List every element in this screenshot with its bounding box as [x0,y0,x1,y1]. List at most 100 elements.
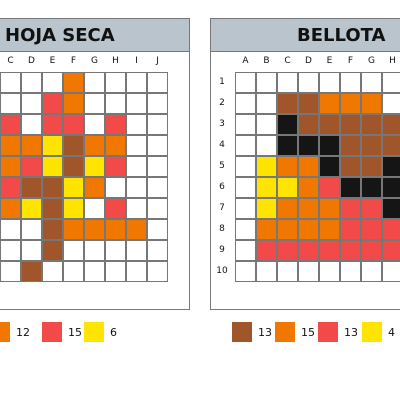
right-cell-G3[interactable] [361,114,382,135]
left-cell-H3[interactable] [105,114,126,135]
right-cell-C9[interactable] [277,240,298,261]
right-cell-F6[interactable] [340,177,361,198]
left-cell-C5[interactable] [0,156,21,177]
right-cell-E7[interactable] [319,198,340,219]
right-cell-B7[interactable] [256,198,277,219]
left-cell-I2[interactable] [126,93,147,114]
left-cell-E9[interactable] [42,240,63,261]
left-cell-H6[interactable] [105,177,126,198]
right-cell-D9[interactable] [298,240,319,261]
right-cell-G8[interactable] [361,219,382,240]
right-cell-D3[interactable] [298,114,319,135]
left-cell-G1[interactable] [84,72,105,93]
right-cell-H6[interactable] [382,177,400,198]
left-cell-I4[interactable] [126,135,147,156]
left-cell-G6[interactable] [84,177,105,198]
right-cell-E5[interactable] [319,156,340,177]
right-cell-B5[interactable] [256,156,277,177]
left-cell-H8[interactable] [105,219,126,240]
right-cell-C4[interactable] [277,135,298,156]
right-cell-E9[interactable] [319,240,340,261]
right-cell-E10[interactable] [319,261,340,282]
left-cell-E10[interactable] [42,261,63,282]
left-cell-I1[interactable] [126,72,147,93]
left-cell-D3[interactable] [21,114,42,135]
left-cell-E8[interactable] [42,219,63,240]
right-cell-F7[interactable] [340,198,361,219]
right-cell-E2[interactable] [319,93,340,114]
right-cell-B8[interactable] [256,219,277,240]
right-cell-H7[interactable] [382,198,400,219]
right-cell-C7[interactable] [277,198,298,219]
right-cell-A7[interactable] [235,198,256,219]
left-cell-C4[interactable] [0,135,21,156]
left-cell-C8[interactable] [0,219,21,240]
left-cell-G3[interactable] [84,114,105,135]
right-cell-C10[interactable] [277,261,298,282]
left-cell-D6[interactable] [21,177,42,198]
left-cell-E7[interactable] [42,198,63,219]
right-cell-H10[interactable] [382,261,400,282]
left-cell-J3[interactable] [147,114,168,135]
left-cell-D8[interactable] [21,219,42,240]
left-cell-G7[interactable] [84,198,105,219]
left-cell-G9[interactable] [84,240,105,261]
right-cell-G7[interactable] [361,198,382,219]
left-cell-G5[interactable] [84,156,105,177]
right-cell-A8[interactable] [235,219,256,240]
right-cell-C3[interactable] [277,114,298,135]
left-cell-G10[interactable] [84,261,105,282]
right-cell-A5[interactable] [235,156,256,177]
left-cell-D2[interactable] [21,93,42,114]
right-cell-C8[interactable] [277,219,298,240]
right-cell-A2[interactable] [235,93,256,114]
right-cell-D4[interactable] [298,135,319,156]
right-cell-A1[interactable] [235,72,256,93]
right-cell-F1[interactable] [340,72,361,93]
left-cell-F6[interactable] [63,177,84,198]
right-cell-E4[interactable] [319,135,340,156]
left-cell-C6[interactable] [0,177,21,198]
right-cell-F9[interactable] [340,240,361,261]
left-cell-C10[interactable] [0,261,21,282]
left-cell-I5[interactable] [126,156,147,177]
right-cell-B6[interactable] [256,177,277,198]
left-cell-J4[interactable] [147,135,168,156]
left-cell-H1[interactable] [105,72,126,93]
left-cell-D5[interactable] [21,156,42,177]
right-cell-H8[interactable] [382,219,400,240]
right-cell-F8[interactable] [340,219,361,240]
left-cell-C3[interactable] [0,114,21,135]
left-cell-I8[interactable] [126,219,147,240]
left-cell-H7[interactable] [105,198,126,219]
left-cell-E2[interactable] [42,93,63,114]
right-cell-A4[interactable] [235,135,256,156]
right-cell-H2[interactable] [382,93,400,114]
left-cell-F9[interactable] [63,240,84,261]
right-cell-B2[interactable] [256,93,277,114]
left-cell-D10[interactable] [21,261,42,282]
right-cell-F3[interactable] [340,114,361,135]
left-cell-E5[interactable] [42,156,63,177]
left-cell-G2[interactable] [84,93,105,114]
left-cell-F1[interactable] [63,72,84,93]
right-cell-D6[interactable] [298,177,319,198]
left-cell-J8[interactable] [147,219,168,240]
left-cell-G4[interactable] [84,135,105,156]
right-cell-B10[interactable] [256,261,277,282]
left-cell-H10[interactable] [105,261,126,282]
right-cell-H1[interactable] [382,72,400,93]
right-cell-D1[interactable] [298,72,319,93]
left-cell-J6[interactable] [147,177,168,198]
left-cell-F3[interactable] [63,114,84,135]
left-cell-C7[interactable] [0,198,21,219]
right-cell-A3[interactable] [235,114,256,135]
right-cell-B9[interactable] [256,240,277,261]
left-cell-J2[interactable] [147,93,168,114]
left-cell-F4[interactable] [63,135,84,156]
left-cell-H9[interactable] [105,240,126,261]
right-cell-G6[interactable] [361,177,382,198]
right-cell-A10[interactable] [235,261,256,282]
right-cell-C6[interactable] [277,177,298,198]
right-cell-G5[interactable] [361,156,382,177]
